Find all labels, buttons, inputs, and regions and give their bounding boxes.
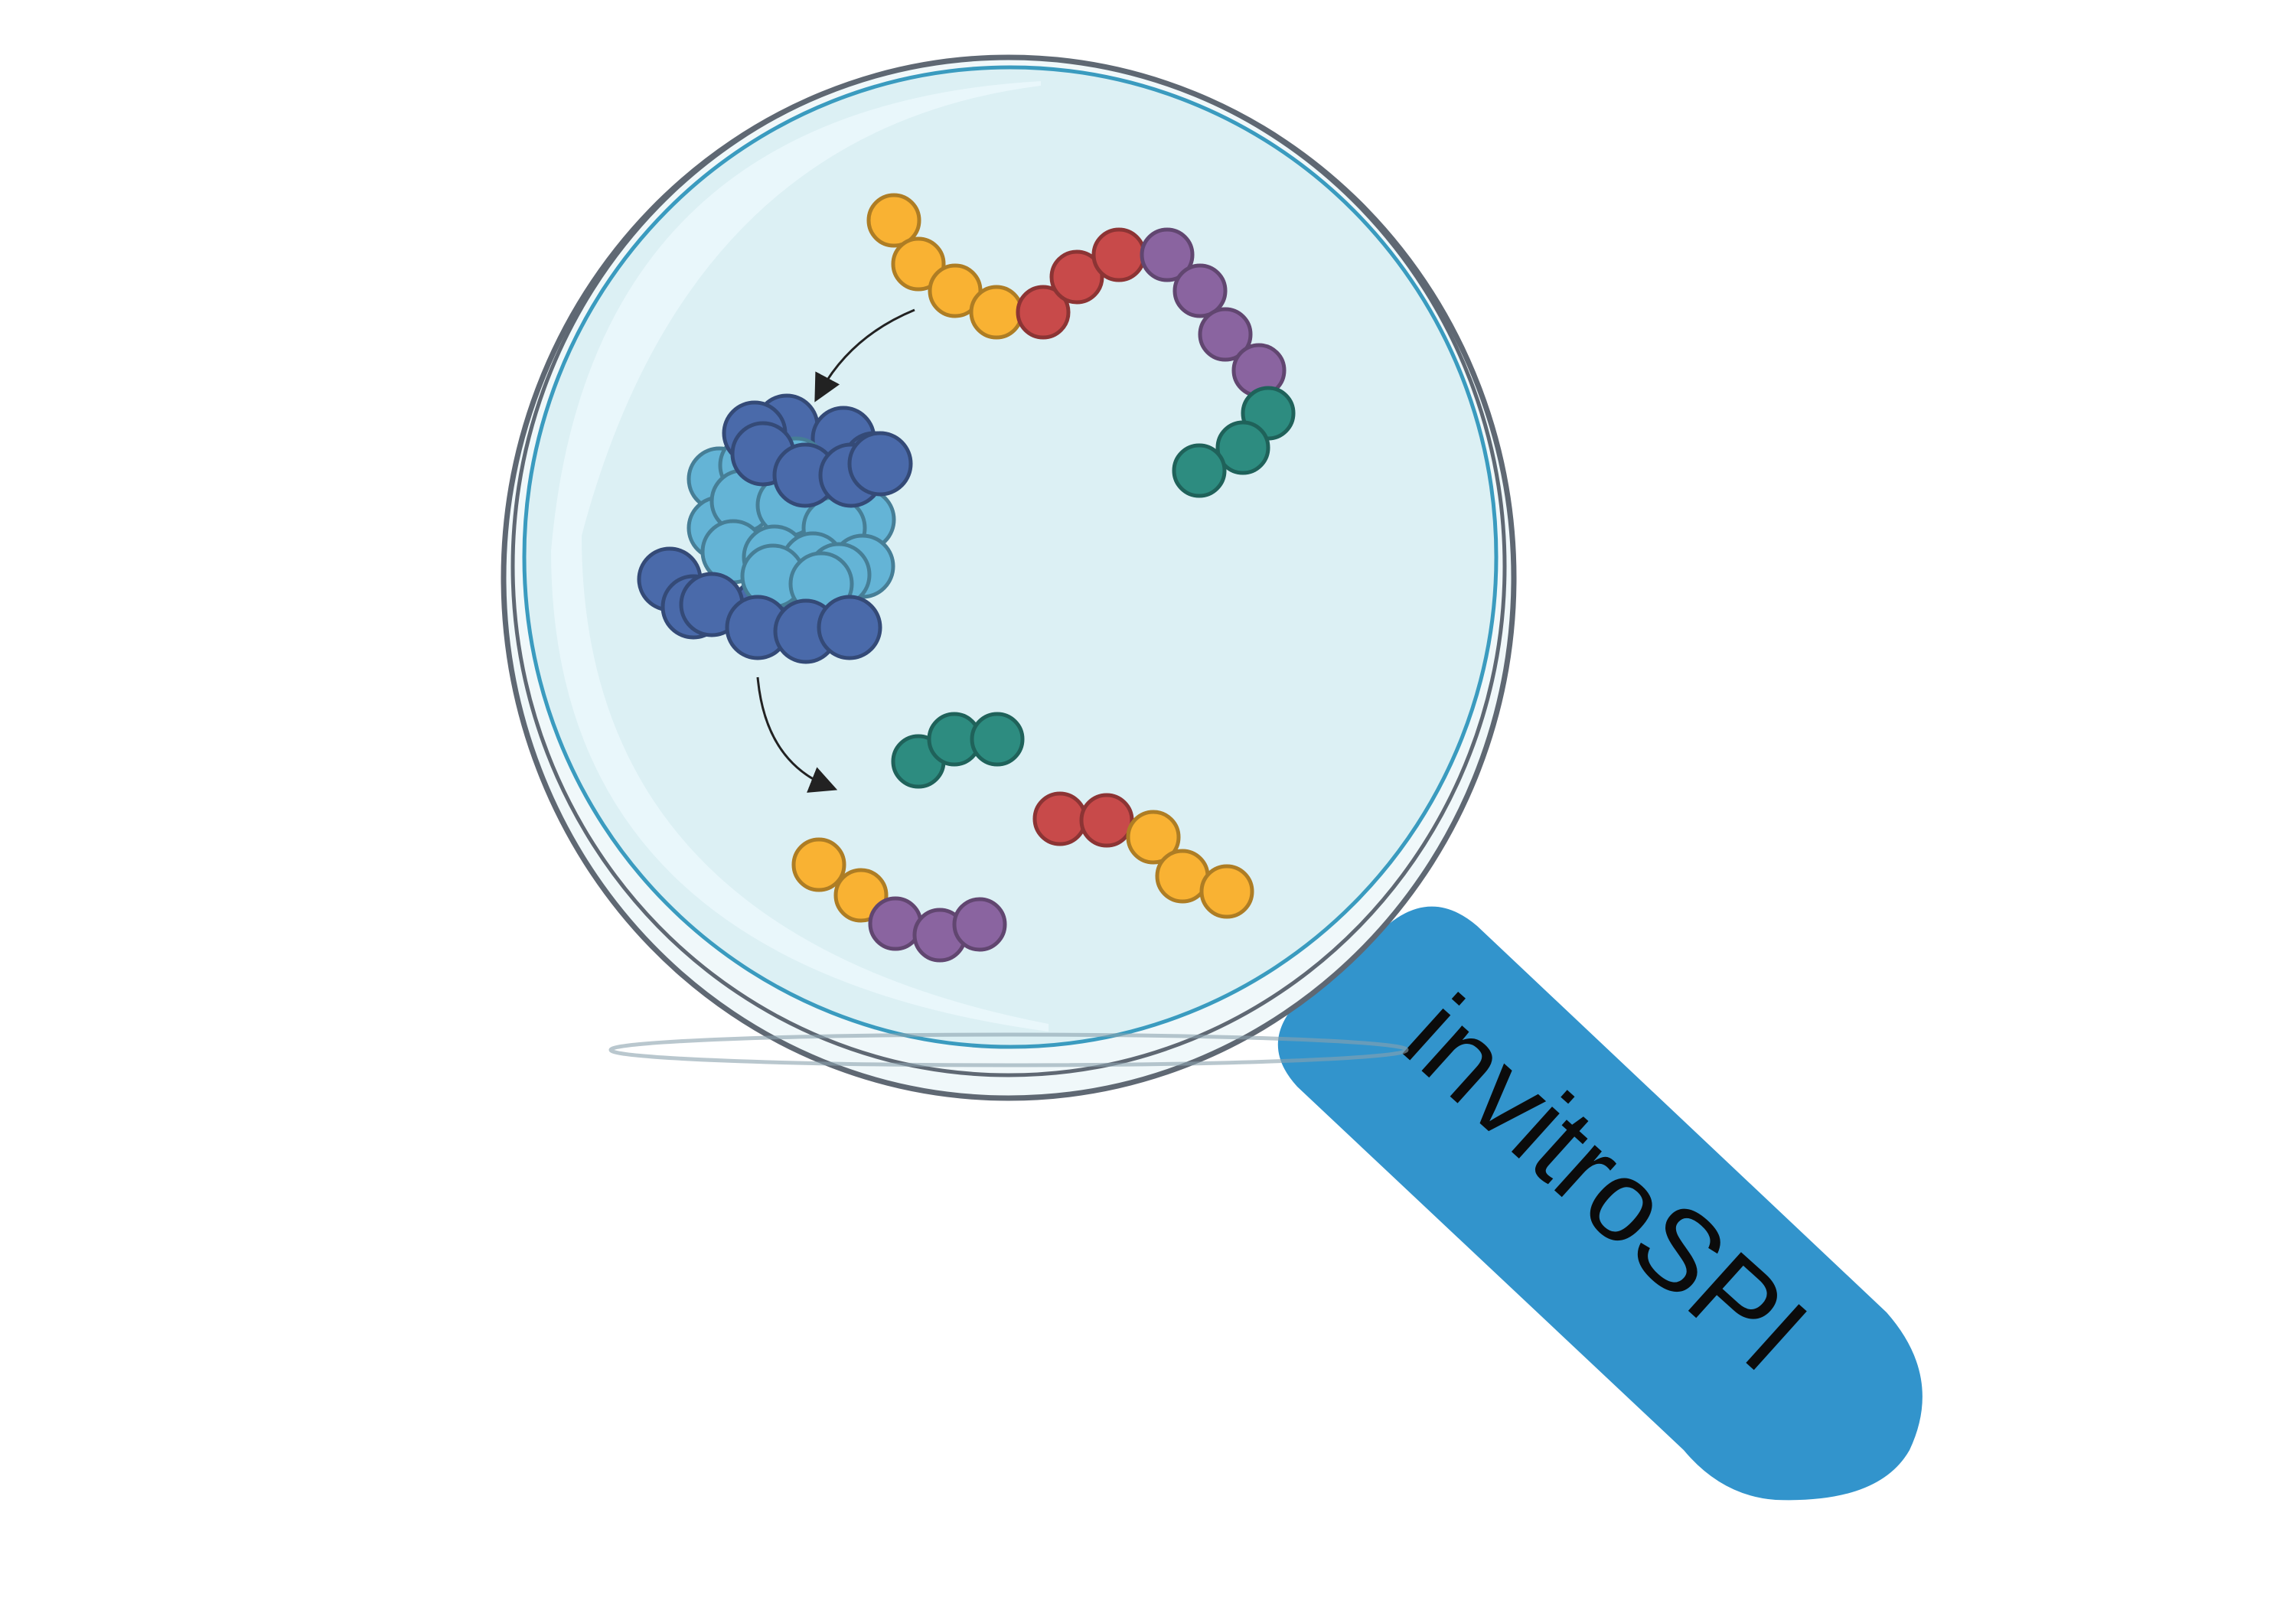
arrow-icon [756, 676, 838, 793]
residue-bead [866, 193, 921, 248]
residue-bead [1049, 249, 1104, 305]
fragment-residue [791, 837, 846, 892]
fragment-residue [1199, 864, 1254, 919]
magnifier-handle: invitroSPI [1277, 906, 1923, 1501]
residue-bead [1172, 263, 1228, 318]
residue-bead [1215, 420, 1270, 475]
residue-bead [1016, 285, 1071, 340]
fragment-residue [1079, 793, 1134, 848]
fragment-residue [868, 896, 923, 951]
fragment-residue [1032, 791, 1088, 846]
residue-bead [969, 285, 1024, 340]
residue-bead [1091, 227, 1146, 282]
petri-dish-lens [501, 54, 1517, 1101]
residue-bead [1198, 307, 1253, 362]
product-fragments [791, 712, 1254, 963]
arrow-icon [814, 308, 915, 403]
proteasome-subunit [817, 595, 882, 660]
residue-bead [891, 236, 946, 292]
fragment-residue [952, 897, 1007, 952]
fragment-residue [970, 712, 1025, 767]
substrate-peptide-chain [866, 193, 1296, 498]
proteasome-subunit [847, 431, 913, 497]
fragment-residue [1126, 810, 1181, 865]
residue-bead [1140, 227, 1195, 282]
residue-bead [1172, 443, 1227, 498]
proteasome-icon [637, 393, 913, 664]
